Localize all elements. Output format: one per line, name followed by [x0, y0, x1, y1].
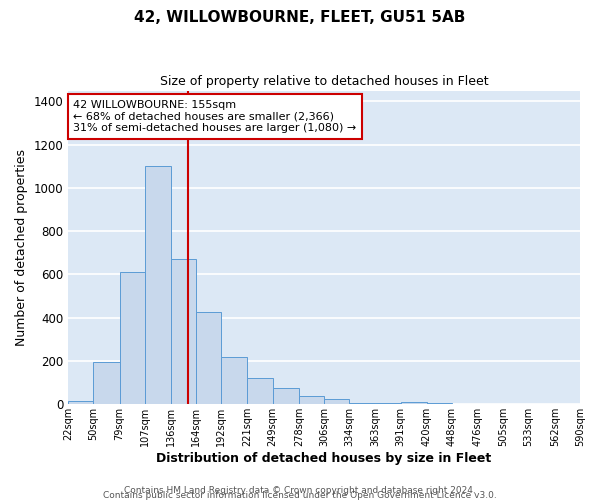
Bar: [247, 378, 273, 404]
Bar: [196, 312, 221, 404]
Y-axis label: Number of detached properties: Number of detached properties: [15, 149, 28, 346]
Bar: [401, 402, 427, 404]
Bar: [119, 272, 145, 404]
Bar: [349, 403, 376, 404]
Text: Contains HM Land Registry data © Crown copyright and database right 2024.: Contains HM Land Registry data © Crown c…: [124, 486, 476, 495]
X-axis label: Distribution of detached houses by size in Fleet: Distribution of detached houses by size …: [157, 452, 492, 465]
Bar: [273, 388, 299, 404]
Bar: [68, 401, 94, 404]
Bar: [94, 362, 119, 405]
Bar: [324, 399, 349, 404]
Bar: [145, 166, 171, 404]
Bar: [376, 403, 401, 404]
Bar: [299, 396, 324, 404]
Text: 42, WILLOWBOURNE, FLEET, GU51 5AB: 42, WILLOWBOURNE, FLEET, GU51 5AB: [134, 10, 466, 25]
Text: 42 WILLOWBOURNE: 155sqm
← 68% of detached houses are smaller (2,366)
31% of semi: 42 WILLOWBOURNE: 155sqm ← 68% of detache…: [73, 100, 356, 133]
Text: Contains public sector information licensed under the Open Government Licence v3: Contains public sector information licen…: [103, 491, 497, 500]
Bar: [171, 260, 196, 404]
Bar: [221, 356, 247, 405]
Bar: [427, 403, 452, 404]
Title: Size of property relative to detached houses in Fleet: Size of property relative to detached ho…: [160, 75, 488, 88]
